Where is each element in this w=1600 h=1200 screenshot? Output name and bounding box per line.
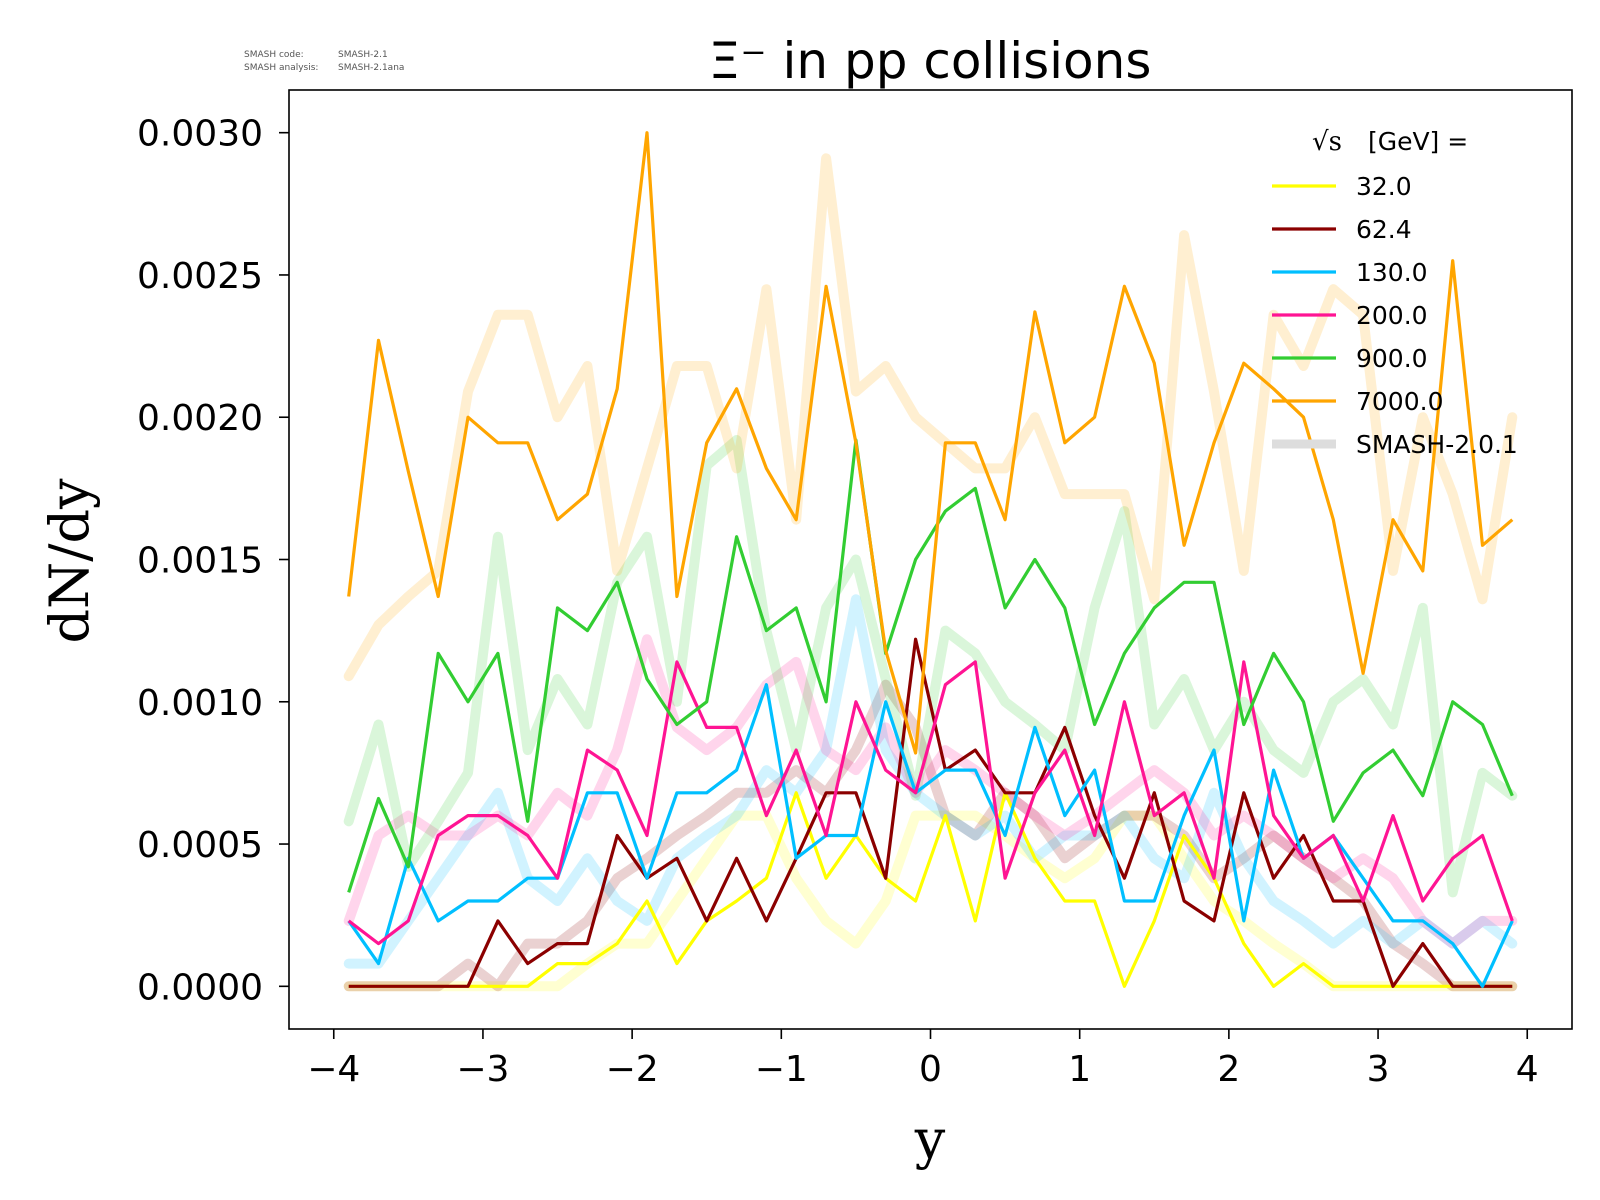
x-axis: −4 −3 −2 −1 0 1 2 3 4 (307, 1029, 1539, 1090)
legend-label-62-4: 62.4 (1356, 215, 1412, 244)
reference-line-7000-0 (343, 153, 1518, 682)
legend-title-sqrt: √s (1312, 127, 1342, 157)
y-tick-label: 0.0030 (137, 114, 263, 155)
y-tick-label: 0.0025 (137, 256, 263, 297)
x-tick-label: 3 (1367, 1049, 1390, 1090)
chart-title: Ξ⁻ in pp collisions (709, 32, 1152, 90)
x-tick-label: −4 (307, 1049, 360, 1090)
legend-label-130-0: 130.0 (1356, 258, 1428, 287)
y-tick-label: 0.0010 (137, 683, 263, 724)
legend-entries: 32.0 62.4 130.0 200.0 900.0 7000.0 SMASH-2.0.1 (1272, 172, 1518, 459)
plot-area (343, 131, 1518, 992)
data-lines (347, 131, 1514, 988)
reference-lines (343, 153, 1518, 992)
smash-code-label: SMASH code: (244, 50, 304, 60)
series-line-32-0 (348, 791, 1513, 988)
legend-title-rest: [GeV] = (1360, 127, 1468, 156)
series-line-62-4 (348, 637, 1513, 988)
series-line-7000-0 (347, 131, 1514, 755)
y-tick-label: 0.0015 (137, 541, 263, 582)
x-tick-label: 1 (1068, 1049, 1091, 1090)
legend-label-200-0: 200.0 (1356, 301, 1428, 330)
x-axis-label: y (914, 1108, 946, 1171)
y-tick-label: 0.0000 (137, 967, 263, 1008)
smash-code-value: SMASH-2.1 (338, 50, 388, 60)
x-tick-label: 0 (919, 1049, 942, 1090)
x-tick-label: 2 (1217, 1049, 1240, 1090)
smash-analysis-label: SMASH analysis: (244, 63, 318, 73)
legend: √s [GeV] = 32.0 62.4 130.0 200.0 900.0 7000.0… (1272, 127, 1518, 459)
smash-analysis-value: SMASH-2.1ana (338, 63, 404, 73)
legend-label-900-0: 900.0 (1356, 344, 1428, 373)
x-tick-label: −3 (456, 1049, 509, 1090)
y-axis: 0.0000 0.0005 0.0010 0.0015 0.0020 0.0025 0.00… (137, 114, 289, 1008)
y-axis-label: dN/dy (38, 478, 101, 644)
y-tick-label: 0.0020 (137, 398, 263, 439)
legend-label-reference: SMASH-2.0.1 (1356, 430, 1518, 459)
x-tick-label: −1 (755, 1049, 808, 1090)
series-line-900-0 (347, 438, 1514, 893)
x-tick-label: 4 (1516, 1049, 1539, 1090)
y-tick-label: 0.0005 (137, 825, 263, 866)
legend-label-32-0: 32.0 (1356, 172, 1412, 201)
series-line-200-0 (347, 660, 1514, 946)
x-tick-label: −2 (606, 1049, 659, 1090)
reference-line-130-0 (343, 594, 1518, 969)
legend-label-7000-0: 7000.0 (1356, 387, 1443, 416)
